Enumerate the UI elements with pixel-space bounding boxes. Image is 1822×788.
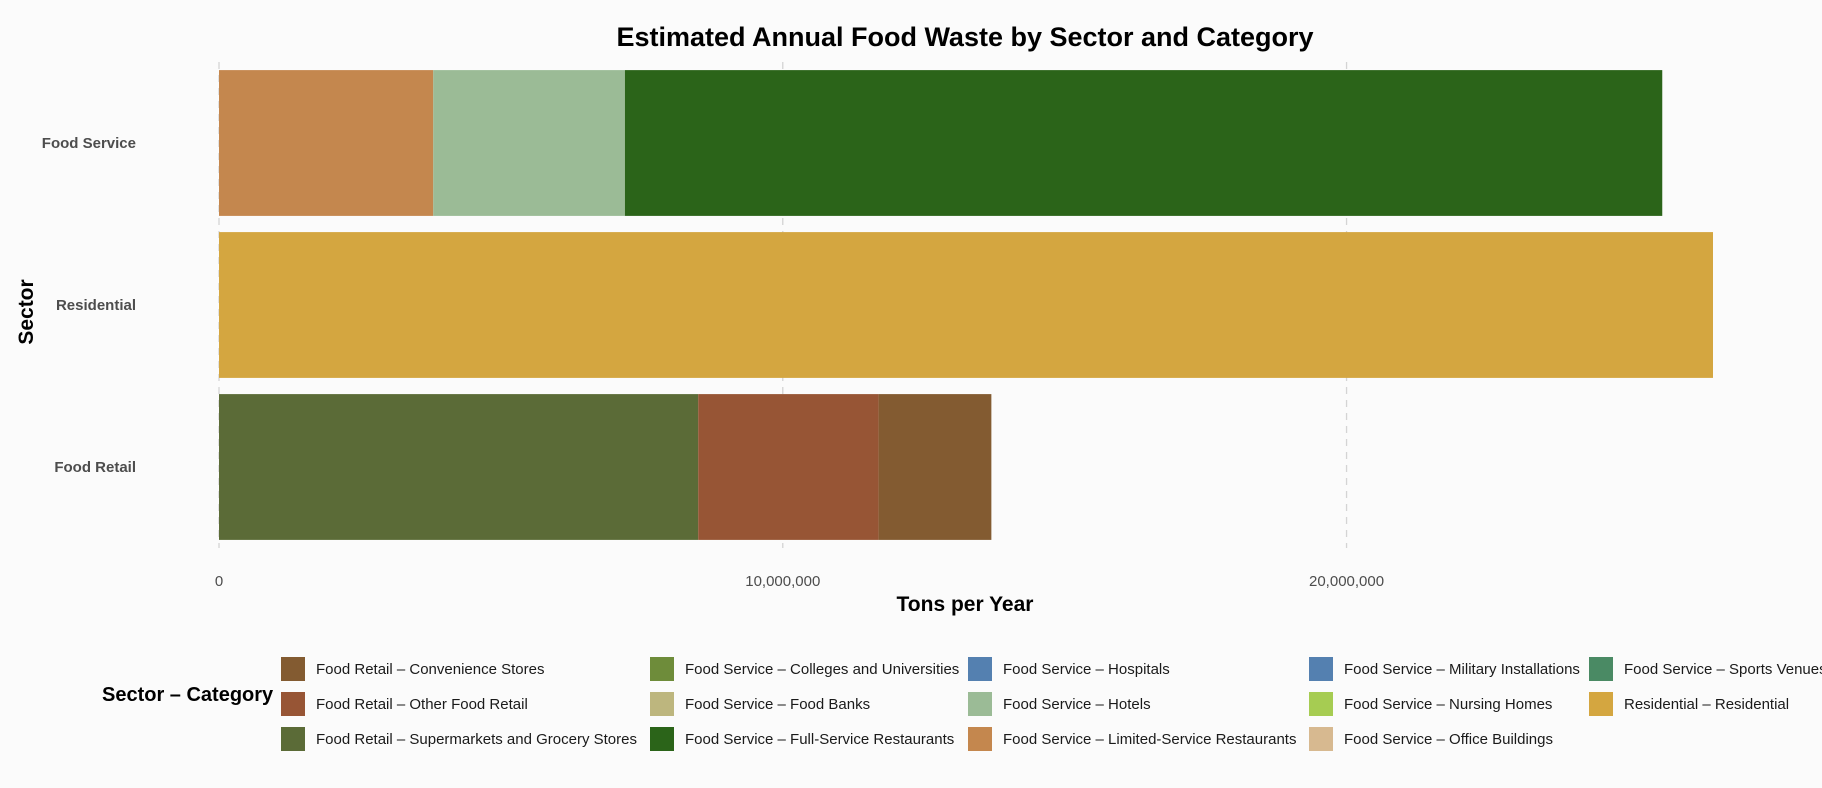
legend-swatch [1309, 692, 1333, 716]
legend-label: Food Service – Hotels [1003, 695, 1151, 713]
legend-swatch [281, 692, 305, 716]
legend-label: Food Service – Sports Venues [1624, 660, 1822, 678]
legend-label: Food Service – Full-Service Restaurants [685, 730, 955, 748]
legend-label: Food Service – Food Banks [685, 695, 871, 713]
y-tick-label: Food Retail [54, 459, 136, 476]
legend-item: Residential – Residential [1589, 691, 1789, 717]
legend-item: Food Service – Sports Venues [1589, 656, 1822, 682]
bar-food-service-limited-service-restaurants [219, 70, 434, 216]
legend-item: Food Retail – Supermarkets and Grocery S… [281, 726, 637, 752]
legend-label: Food Service – Limited-Service Restauran… [1003, 730, 1297, 748]
legend-swatch [968, 727, 992, 751]
y-tick-label: Residential [56, 297, 136, 314]
legend-label: Food Service – Nursing Homes [1344, 695, 1553, 713]
legend-swatch [281, 657, 305, 681]
chart: Estimated Annual Food Waste by Sector an… [15, 22, 1713, 616]
legend-swatch [650, 692, 674, 716]
x-tick-label: 0 [215, 573, 223, 590]
y-tick-label: Food Service [42, 135, 136, 152]
legend-item: Food Retail – Other Food Retail [281, 691, 528, 717]
bar-food-retail-other-food-retail [698, 394, 879, 540]
legend-label: Food Service – Military Installations [1344, 660, 1580, 678]
legend-item: Food Service – Hospitals [968, 656, 1170, 682]
legend-item: Food Retail – Convenience Stores [281, 656, 544, 682]
legend-swatch [1589, 657, 1613, 681]
legend-label: Food Service – Colleges and Universities [685, 660, 960, 678]
legend-item: Food Service – Food Banks [650, 691, 870, 717]
legend-item: Food Service – Nursing Homes [1309, 691, 1552, 717]
legend-swatch [968, 692, 992, 716]
legend-swatch [650, 727, 674, 751]
legend-label: Food Retail – Convenience Stores [316, 660, 545, 678]
legend-item: Food Service – Military Installations [1309, 656, 1580, 682]
legend-label: Food Retail – Supermarkets and Grocery S… [316, 730, 637, 748]
bar-food-retail-supermarkets-and-grocery-stores [219, 394, 699, 540]
legend-swatch [281, 727, 305, 751]
chart-title: Estimated Annual Food Waste by Sector an… [616, 22, 1313, 52]
legend: Sector – Category Food Retail – Convenie… [0, 640, 1822, 788]
x-tick-labels: 0 10,000,000 20,000,000 [215, 573, 1384, 590]
legend-label: Food Service – Hospitals [1003, 660, 1170, 678]
bars [219, 70, 1713, 540]
x-axis-label: Tons per Year [897, 593, 1034, 616]
legend-label: Food Retail – Other Food Retail [316, 695, 528, 713]
bar-residential-residential [219, 232, 1713, 378]
x-tick-label: 20,000,000 [1309, 573, 1384, 590]
legend-item: Food Service – Hotels [968, 691, 1151, 717]
bar-food-service-full-service-restaurants [624, 70, 1663, 216]
y-tick-labels: Food Service Residential Food Retail [42, 135, 136, 476]
legend-item: Food Service – Full-Service Restaurants [650, 726, 954, 752]
legend-swatch [968, 657, 992, 681]
legend-item: Food Service – Colleges and Universities [650, 656, 959, 682]
legend-label: Food Service – Office Buildings [1344, 730, 1553, 748]
bar-food-retail-convenience-stores [878, 394, 992, 540]
y-axis-label: Sector [15, 279, 38, 344]
legend-item: Food Service – Limited-Service Restauran… [968, 726, 1296, 752]
legend-swatch [1589, 692, 1613, 716]
x-tick-label: 10,000,000 [745, 573, 820, 590]
legend-title: Sector – Category [102, 684, 274, 706]
legend-item: Food Service – Office Buildings [1309, 726, 1553, 752]
legend-swatch [1309, 657, 1333, 681]
bar-food-service-hotels [433, 70, 625, 216]
legend-label: Residential – Residential [1624, 695, 1790, 713]
legend-swatch [1309, 727, 1333, 751]
legend-swatch [650, 657, 674, 681]
